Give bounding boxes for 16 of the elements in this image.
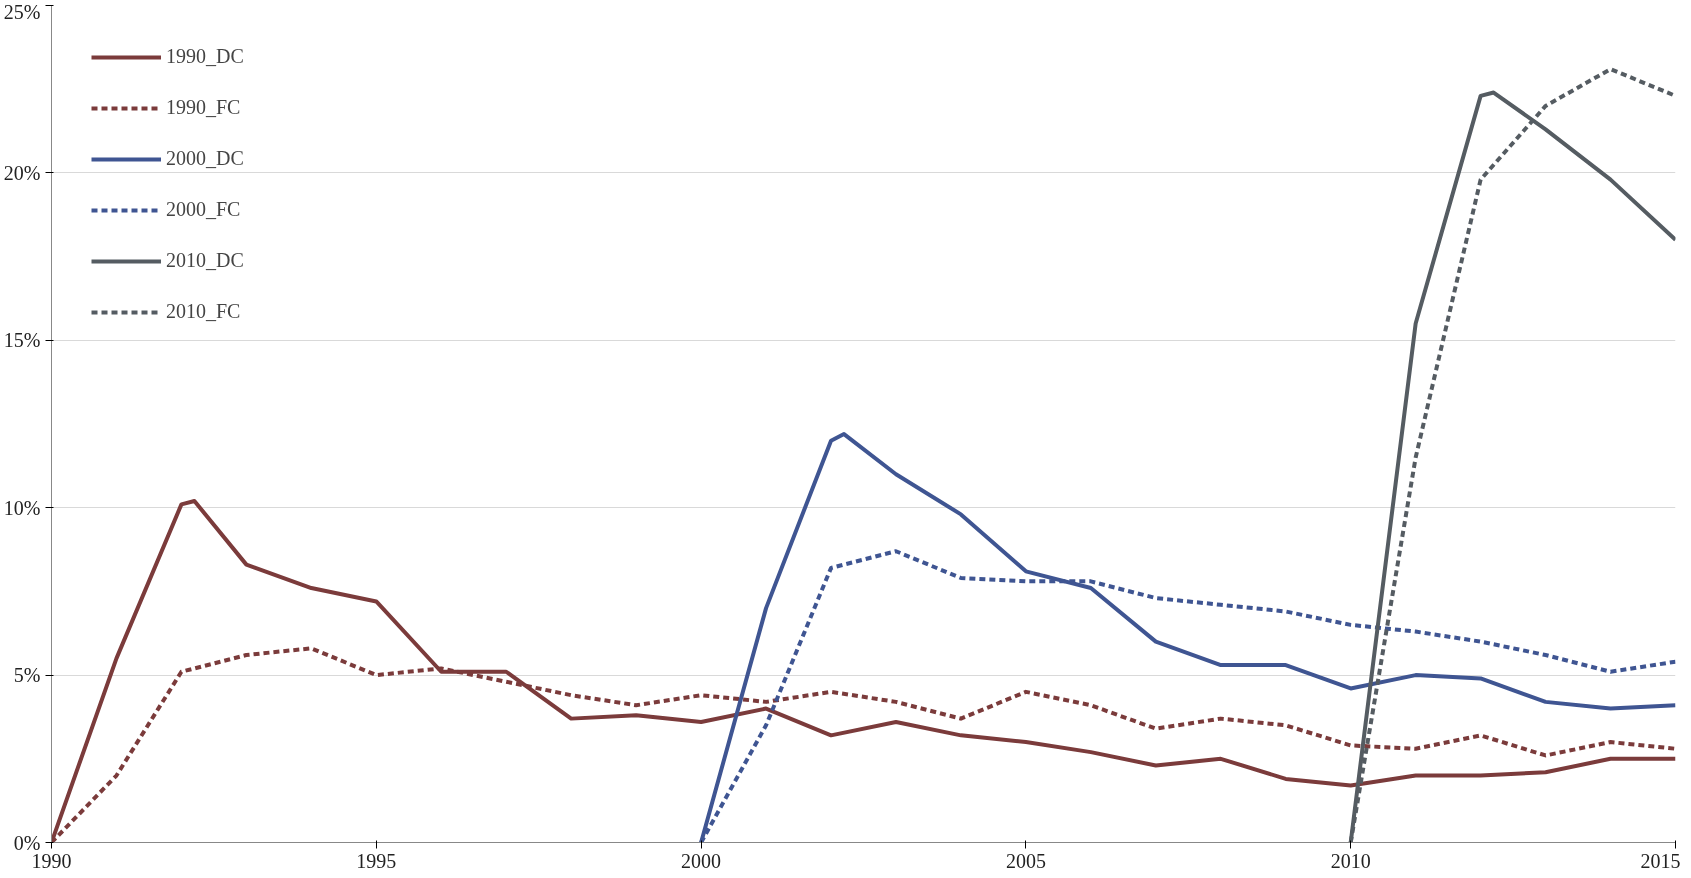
x-tick-label: 2000 — [681, 849, 722, 872]
x-tick-label: 2005 — [1005, 849, 1046, 872]
legend-label: 2000_FC — [166, 198, 241, 221]
legend-label: 2010_FC — [166, 300, 241, 323]
y-tick-label: 25% — [3, 0, 41, 23]
legend-label: 1990_FC — [166, 96, 241, 119]
x-tick-label: 1995 — [356, 849, 397, 872]
x-tick-label: 2015 — [1640, 849, 1681, 872]
legend-label: 1990_DC — [166, 45, 244, 68]
x-tick-label: 2010 — [1330, 849, 1371, 872]
y-tick-label: 15% — [3, 329, 41, 352]
y-tick-label: 10% — [3, 496, 41, 519]
legend-label: 2010_DC — [166, 249, 244, 272]
legend-label: 2000_DC — [166, 147, 244, 170]
y-tick-label: 20% — [3, 161, 41, 184]
y-tick-label: 5% — [13, 664, 41, 687]
